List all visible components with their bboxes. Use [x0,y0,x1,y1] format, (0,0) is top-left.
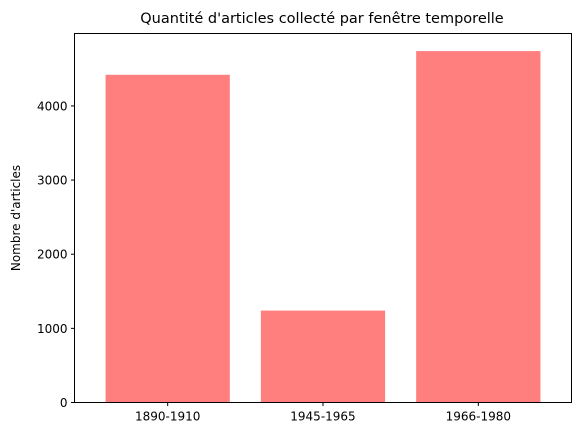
bars-group [105,51,541,403]
y-tick-label: 4000 [37,99,68,113]
x-tick-label: 1945-1965 [290,410,355,424]
bar-1890-1910 [105,74,230,403]
x-tick-label: 1966-1980 [446,410,511,424]
y-tick-label: 1000 [37,322,68,336]
y-tick-label: 2000 [37,248,68,262]
plot-frame [74,33,572,403]
chart-title: Quantité d'articles collecté par fenêtre… [140,11,504,27]
y-tick-label: 3000 [37,174,68,188]
x-axis-ticks: 1890-1910 1945-1965 1966-1980 [135,402,511,424]
bar-1945-1965 [260,310,386,403]
bar-1966-1980 [416,51,541,403]
y-tick-label: 0 [60,396,68,410]
y-axis-label: Nombre d'articles [9,165,23,271]
y-axis-ticks: 0 1000 2000 3000 4000 [37,99,75,410]
x-tick-label: 1890-1910 [135,410,200,424]
